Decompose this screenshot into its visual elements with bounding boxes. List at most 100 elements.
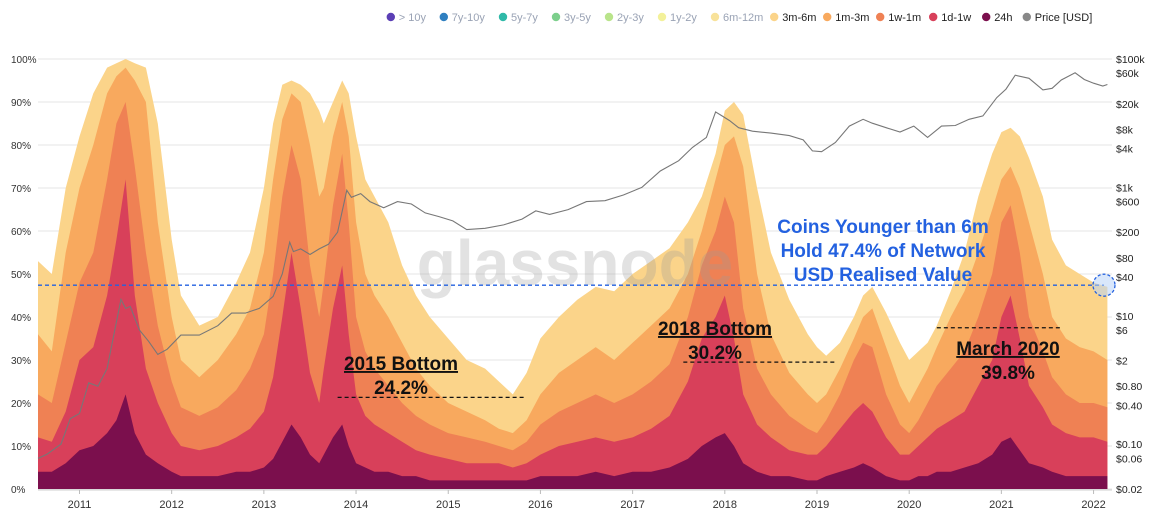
x-tick: 2016 [528,499,552,511]
annotation-2018-value: 30.2% [688,343,742,364]
y-tick-left: 50% [11,270,31,281]
legend-swatch [929,12,938,22]
legend-item-5y-7y[interactable]: 5y-7y [498,12,539,24]
y-tick-right: $200 [1116,227,1140,239]
x-tick: 2022 [1081,499,1105,511]
y-tick-right: $80 [1116,253,1134,265]
y-tick-left: 20% [11,399,31,410]
legend-swatch [876,12,885,22]
legend-swatch [498,12,508,22]
y-tick-right: $600 [1116,197,1140,209]
y-tick-left: 80% [11,141,31,152]
annotation-blue: Coins Younger than 6m Hold 47.4% of Netw… [777,217,989,286]
legend-swatch [710,12,720,22]
x-tick: 2014 [344,499,368,511]
legend-item-3y-5y[interactable]: 3y-5y [551,12,592,24]
legend-item-24h[interactable]: 24h [982,12,1013,24]
legend-swatch [823,12,832,22]
x-tick: 2021 [989,499,1013,511]
x-tick: 2015 [436,499,460,511]
y-tick-right: $6 [1116,325,1128,337]
y-tick-right: $40 [1116,272,1134,284]
y-tick-right: $0.02 [1116,484,1142,496]
y-tick-left: 60% [11,227,31,238]
legend-item-1w-1m[interactable]: 1w-1m [876,12,921,24]
y-tick-left: 90% [11,98,31,109]
annotation-2015-title: 2015 Bottom [344,354,458,375]
legend-swatch [439,12,448,22]
annotation-march-2020: March 2020 39.8% [956,339,1060,384]
legend-item-6m-12m[interactable]: 6m-12m [710,12,764,24]
stacked-areas [38,59,1108,489]
y-tick-right: $10 [1116,311,1134,323]
legend-item--10y[interactable]: > 10y [386,12,427,24]
legend-item-2y-3y[interactable]: 2y-3y [604,12,645,24]
annotation-2015-bottom: 2015 Bottom 24.2% [344,354,458,399]
legend-swatch [1022,12,1031,22]
x-tick: 2011 [68,499,92,511]
reference-marker [1092,273,1116,297]
y-tick-right: $8k [1116,124,1134,136]
y-tick-right: $0.06 [1116,453,1142,465]
price-path [37,72,1108,459]
bottom-markers [337,327,1062,399]
legend-label: 1y-2y [670,12,697,24]
annotation-blue-line-1: Coins Younger than 6m [777,217,989,238]
annotation-2015-value: 24.2% [374,378,428,399]
legend-label: 7y-10y [452,12,486,24]
y-tick-left: 10% [11,442,31,453]
annotation-blue-line-2: Hold 47.4% of Network [781,241,986,262]
legend-swatch [657,12,667,22]
y-tick-right: $60k [1116,68,1140,80]
watermark: glassnode [417,227,734,299]
x-tick: 2019 [805,499,829,511]
legend-item-price-usd-[interactable]: Price [USD] [1022,12,1093,24]
y-tick-right: $2 [1116,356,1128,368]
area-24h [38,394,1108,489]
legend-item-3m-6m[interactable]: 3m-6m [770,12,816,24]
x-tick: 2013 [252,499,276,511]
legend-item-7y-10y[interactable]: 7y-10y [439,12,486,24]
x-tick: 2018 [713,499,737,511]
y-tick-left: 0% [11,485,26,496]
x-axis: 2011 2012 2013 2014 2015 2016 2017 2018 2019 2020… [38,489,1112,511]
legend-label: 1m-3m [835,12,869,24]
y-axis-left: 0% 10% 20% 30% 40% 50% 60% 70% 80% 90% 100% [11,55,37,496]
y-tick-right: $4k [1116,144,1134,156]
legend-label: 2y-3y [617,12,644,24]
y-tick-left: 70% [11,184,31,195]
legend-item-1m-3m[interactable]: 1m-3m [823,12,869,24]
annotation-march-2020-title: March 2020 [956,339,1060,360]
annotation-2018-bottom: 2018 Bottom 30.2% [658,319,772,364]
legend-label: 3m-6m [782,12,816,24]
annotation-blue-line-3: USD Realised Value [794,265,972,286]
legend-swatch [770,12,779,22]
y-tick-left: 30% [11,356,31,367]
annotation-2018-title: 2018 Bottom [658,319,772,340]
legend-label: 3y-5y [564,12,591,24]
legend-label: 5y-7y [511,12,538,24]
legend-swatch [604,12,614,22]
price-line [37,72,1108,459]
y-tick-left: 100% [11,55,37,66]
legend-label: 1d-1w [941,12,971,24]
x-tick: 2012 [159,499,183,511]
y-tick-right: $0.10 [1116,439,1142,451]
legend-swatch [982,12,991,22]
reference-line [38,273,1116,297]
legend-label: 6m-12m [723,12,763,24]
legend-label: > 10y [399,12,427,24]
y-tick-right: $100k [1116,54,1145,66]
annotation-march-2020-value: 39.8% [981,363,1035,384]
y-tick-right: $0.40 [1116,400,1142,412]
legend-label: Price [USD] [1035,12,1092,24]
area-1d-1w [38,179,1108,489]
legend-item-1d-1w[interactable]: 1d-1w [929,12,971,24]
y-tick-right: $1k [1116,182,1134,194]
legend-swatch [386,12,395,22]
legend[interactable]: Price [USD] 24h 1d-1w 1w-1m 1m-3m 3m-6m 6m-12m… [386,12,1093,24]
y-tick-right: $20k [1116,99,1140,111]
legend-swatch [551,12,561,22]
legend-item-1y-2y[interactable]: 1y-2y [657,12,698,24]
